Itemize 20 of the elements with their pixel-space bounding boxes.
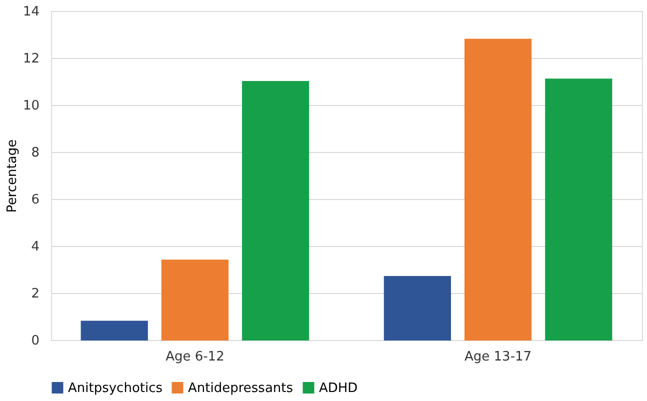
y-tick-label: 12 — [22, 52, 40, 66]
y-tick-label: 4 — [31, 240, 40, 254]
legend-label: ADHD — [319, 380, 358, 396]
y-tick-label: 0 — [31, 334, 40, 348]
y-tick-label: 6 — [31, 192, 40, 208]
y-tick-label: 10 — [22, 98, 40, 114]
y-tick-label: 2 — [31, 286, 40, 302]
bar — [80, 320, 148, 340]
bar — [384, 276, 451, 340]
bar — [464, 38, 532, 340]
bar — [545, 78, 612, 340]
x-tick-label: Age 13-17 — [464, 350, 532, 364]
y-tick-label: 14 — [22, 4, 40, 20]
legend-label: Anitpsychotics — [68, 380, 163, 396]
y-axis-title: Percentage — [4, 139, 20, 213]
legend-label: Antidepressants — [188, 380, 294, 396]
x-tick-label: Age 6-12 — [166, 350, 224, 364]
bar — [161, 260, 229, 340]
y-tick-label: 8 — [31, 146, 40, 160]
bar — [242, 81, 310, 340]
